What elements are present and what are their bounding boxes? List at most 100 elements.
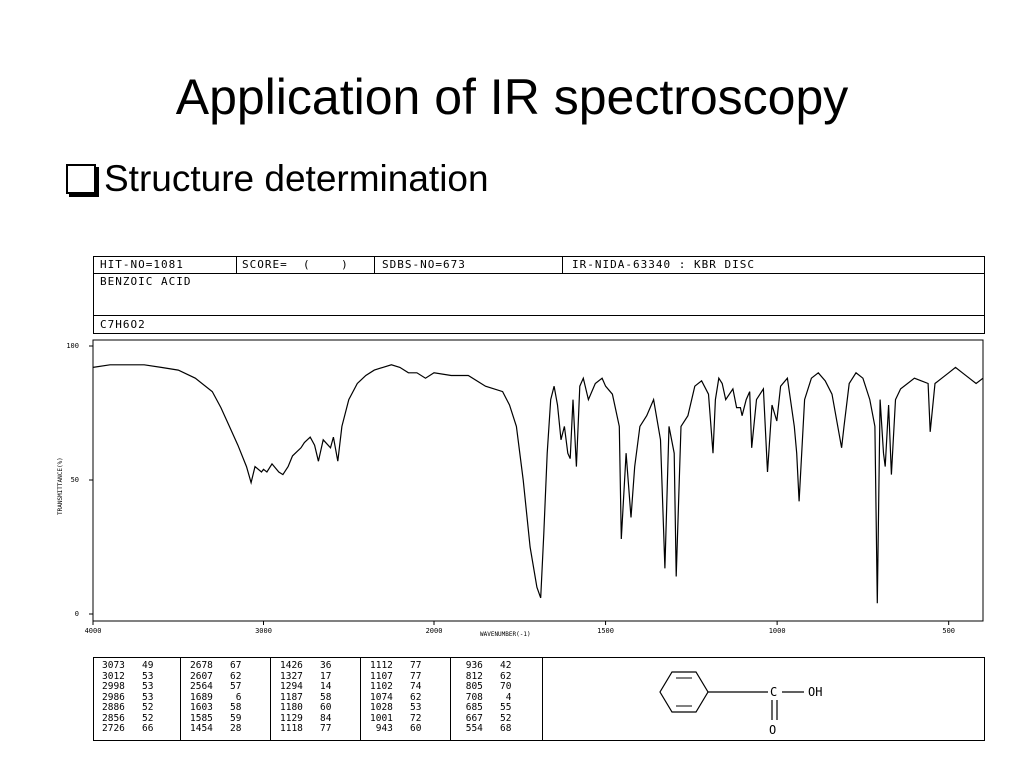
peak-row: 1294 14	[280, 681, 332, 693]
peak-row: 1426 36	[280, 660, 332, 672]
peak-row: 1327 17	[280, 670, 332, 683]
peak-row: 708 4	[460, 691, 512, 704]
peak-wavenumber: 1102	[370, 681, 393, 692]
y-tick-label: 0	[75, 610, 79, 618]
peak-row: 2678 67	[190, 660, 242, 672]
peak-row: 1001 72	[370, 712, 422, 725]
peak-transmittance: 42	[482, 660, 512, 671]
peak-wavenumber: 554	[460, 723, 483, 734]
peak-transmittance: 57	[212, 681, 242, 692]
peak-wavenumber: 1187	[280, 691, 303, 703]
spectrum-header: HIT-NO=1081 SCORE= ( ) SDBS-NO=673 IR-NI…	[93, 256, 985, 334]
peak-transmittance: 58	[302, 691, 332, 703]
peak-row: 1129 84	[280, 713, 332, 725]
peak-transmittance: 59	[212, 712, 242, 724]
peak-transmittance: 66	[124, 723, 154, 734]
header-row: HIT-NO=1081 SCORE= ( ) SDBS-NO=673 IR-NI…	[94, 257, 984, 274]
peak-row: 805 70	[460, 681, 512, 693]
peak-transmittance: 62	[482, 670, 512, 682]
peak-wavenumber: 2998	[102, 681, 125, 692]
peak-wavenumber: 2886	[102, 702, 125, 713]
peak-transmittance: 68	[482, 723, 512, 734]
hydroxyl-label: OH	[808, 685, 822, 699]
y-tick-label: 50	[71, 476, 79, 484]
peak-wavenumber: 1028	[370, 702, 393, 713]
peak-row: 1603 58	[190, 702, 242, 714]
table-divider	[360, 658, 361, 740]
peak-row: 2886 52	[102, 702, 154, 714]
peak-row: 1180 60	[280, 702, 332, 714]
peak-wavenumber: 1180	[280, 702, 303, 713]
peak-transmittance: 4	[482, 691, 512, 703]
peak-row: 943 60	[370, 723, 422, 735]
peak-wavenumber: 2678	[190, 660, 213, 671]
peak-transmittance: 14	[302, 681, 332, 692]
peak-row: 2856 52	[102, 712, 154, 725]
peak-row: 2726 66	[102, 723, 154, 735]
peak-transmittance: 53	[124, 670, 154, 682]
compound-name: BENZOIC ACID	[100, 275, 192, 288]
peak-transmittance: 77	[392, 670, 422, 682]
peak-transmittance: 52	[124, 702, 154, 713]
score: SCORE= ( )	[242, 258, 349, 271]
peak-column: 1112 77 1107 77 1102 74 1074 62 1028 53 1001 …	[370, 660, 422, 735]
header-divider	[374, 257, 375, 273]
peak-row: 936 42	[460, 660, 512, 672]
peak-wavenumber: 2607	[190, 670, 213, 682]
peak-wavenumber: 1454	[190, 723, 213, 734]
sdbs-number: SDBS-NO=673	[382, 258, 466, 271]
header-divider	[236, 257, 237, 273]
peak-column: 2678 67 2607 62 2564 57 1689 6 1603 58 1585 5…	[190, 660, 242, 735]
peak-wavenumber: 1294	[280, 681, 303, 692]
peak-wavenumber: 1327	[280, 670, 303, 682]
peak-row: 3073 49	[102, 660, 154, 672]
peak-table: 3073 49 3012 53 2998 53 2986 53 2886 52 2856 …	[93, 657, 985, 741]
hit-number: HIT-NO=1081	[100, 258, 184, 271]
peak-row: 812 62	[460, 670, 512, 683]
peak-wavenumber: 1689	[190, 691, 213, 703]
peak-transmittance: 52	[124, 712, 154, 724]
y-tick-label: 100	[66, 342, 79, 350]
peak-transmittance: 49	[124, 660, 154, 671]
series-line	[92, 364, 984, 604]
peak-wavenumber: 2564	[190, 681, 213, 692]
peak-transmittance: 55	[482, 702, 512, 713]
benzoic-acid-structure-icon: C OH O	[659, 671, 822, 737]
peak-wavenumber: 805	[460, 681, 483, 692]
x-tick-label: 1000	[769, 627, 786, 635]
oxygen-label: O	[769, 723, 776, 737]
peak-wavenumber: 812	[460, 670, 483, 682]
header-divider	[562, 257, 563, 273]
peak-transmittance: 60	[392, 723, 422, 734]
peak-transmittance: 77	[302, 723, 332, 734]
peak-transmittance: 72	[392, 712, 422, 724]
peak-wavenumber: 943	[370, 723, 393, 734]
peak-transmittance: 6	[212, 691, 242, 703]
checkbox-bullet-icon	[66, 164, 96, 194]
peak-wavenumber: 1112	[370, 660, 393, 671]
peak-wavenumber: 1001	[370, 712, 393, 724]
ir-info: IR-NIDA-63340 : KBR DISC	[572, 258, 755, 271]
peak-row: 1585 59	[190, 712, 242, 725]
peak-row: 1454 28	[190, 723, 242, 735]
peak-column: 936 42 812 62 805 70 708 4 685 55 667 52…	[460, 660, 512, 735]
peak-transmittance: 77	[392, 660, 422, 671]
peak-row: 1112 77	[370, 660, 422, 672]
peak-row: 1107 77	[370, 670, 422, 683]
peak-transmittance: 28	[212, 723, 242, 734]
peak-row: 667 52	[460, 713, 512, 725]
peak-transmittance: 67	[212, 660, 242, 671]
peak-row: 554 68	[460, 723, 512, 735]
x-tick-label: 3000	[255, 627, 272, 635]
peak-row: 1102 74	[370, 681, 422, 693]
carbon-label: C	[770, 685, 777, 699]
peak-transmittance: 36	[302, 660, 332, 671]
peak-wavenumber: 1585	[190, 712, 213, 724]
peak-wavenumber: 3073	[102, 660, 125, 671]
peak-row: 3012 53	[102, 670, 154, 683]
peak-wavenumber: 685	[460, 702, 483, 713]
peak-row: 2564 57	[190, 681, 242, 693]
table-divider	[450, 658, 451, 740]
molecular-structure: C OH O	[542, 658, 984, 740]
